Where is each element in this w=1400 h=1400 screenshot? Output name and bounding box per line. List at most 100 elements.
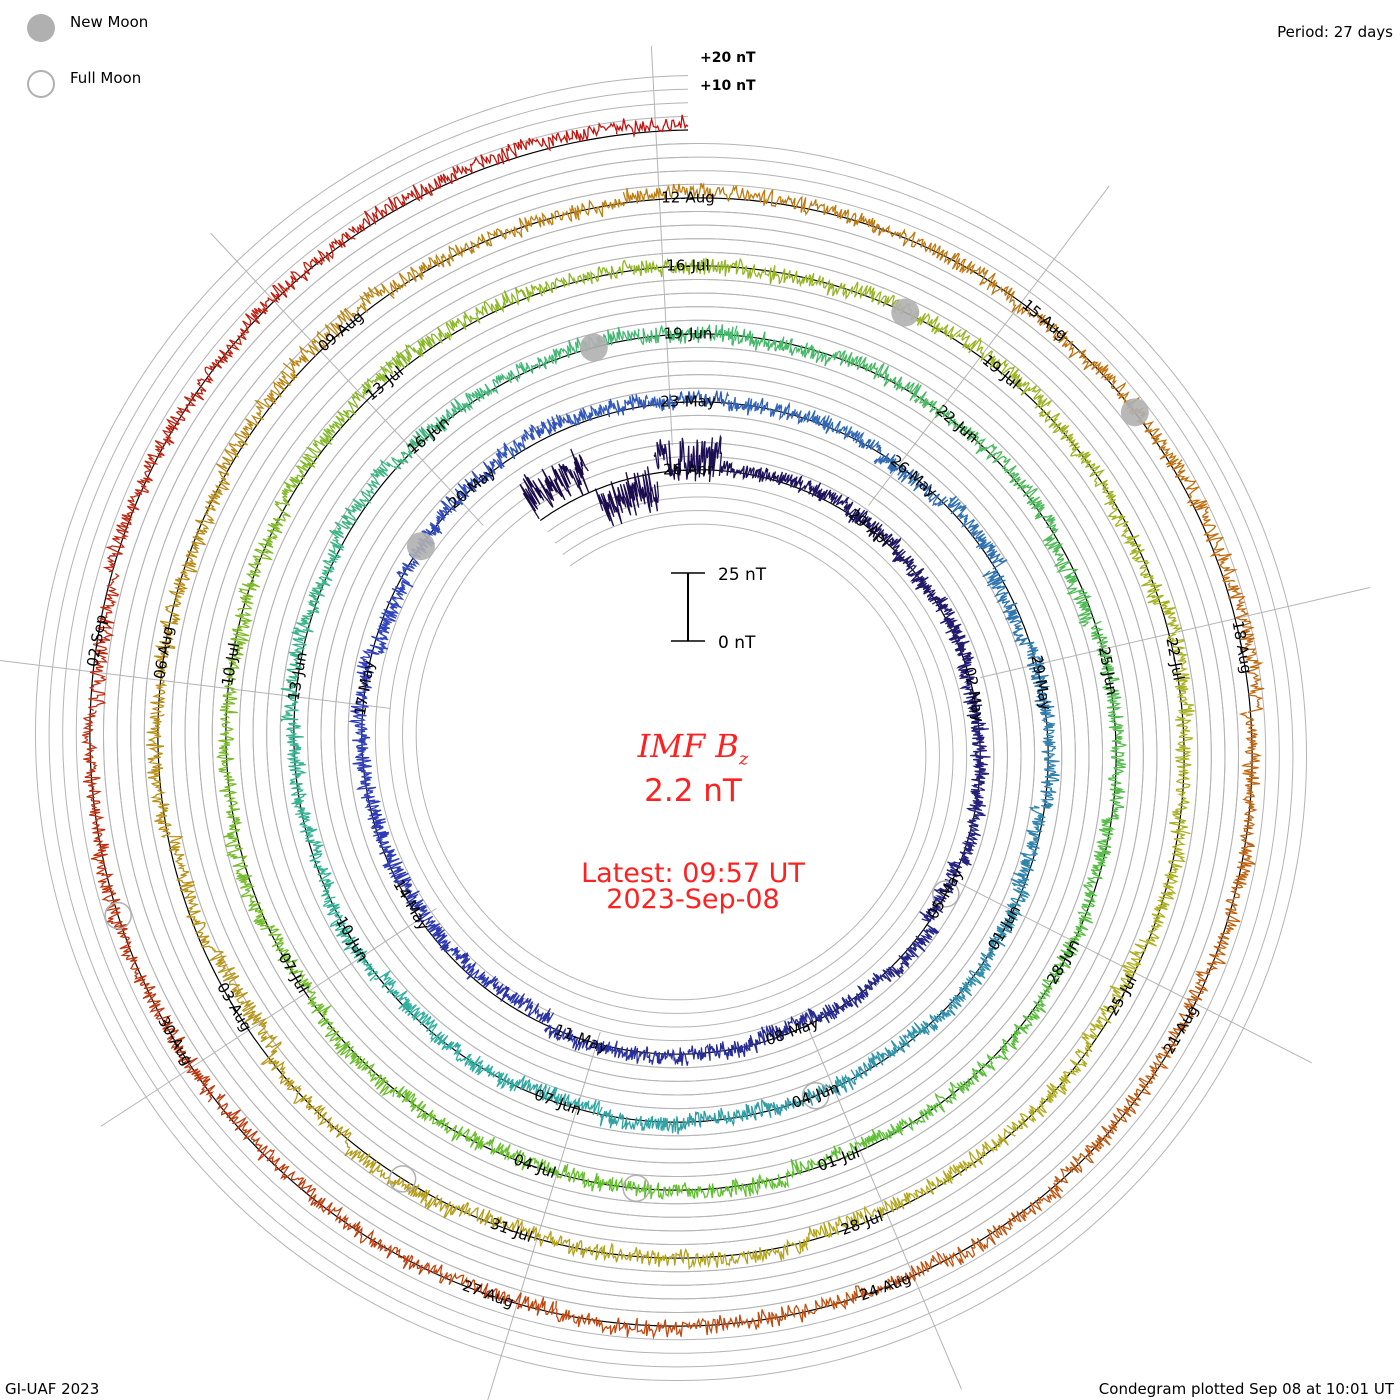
- bz-trace-segment: [751, 189, 879, 234]
- bz-trace-segment: [242, 231, 356, 330]
- new-moon-marker: [1120, 398, 1149, 427]
- full-moon-marker: [932, 880, 960, 908]
- bz-trace-segment: [1006, 1041, 1093, 1132]
- bz-trace-segment: [989, 279, 1095, 371]
- bz-trace-segment: [87, 572, 120, 711]
- bz-trace-segment: [881, 1078, 973, 1142]
- date-label: 07-Jun: [532, 1086, 584, 1120]
- bz-trace-segment: [374, 970, 446, 1044]
- date-label: 19-Jun: [664, 325, 713, 343]
- bz-trace-segment: [922, 962, 991, 1033]
- bz-trace-segment: [1227, 582, 1265, 714]
- bz-trace-segment: [487, 1136, 586, 1185]
- date-label: 27-Aug: [460, 1276, 516, 1311]
- grid-spiral: [35, 75, 1307, 1381]
- bz-trace-segment: [1206, 842, 1256, 971]
- bz-trace-segment: [282, 283, 395, 374]
- latest-time: Latest: 09:57 UT: [581, 858, 805, 889]
- date-label: 02-Sep: [83, 613, 110, 668]
- bz-trace-segment: [1038, 409, 1117, 501]
- full-moon-marker: [104, 901, 132, 930]
- date-label: 24-Aug: [857, 1269, 913, 1304]
- bz-trace-segment: [285, 721, 308, 814]
- date-label: 28-Jul: [839, 1207, 886, 1239]
- grid-spoke: [0, 660, 391, 709]
- bz-trace-segment: [295, 812, 336, 901]
- bz-trace-segment: [958, 794, 987, 866]
- bz-trace-segment: [955, 329, 1052, 409]
- bz-trace-segment: [919, 861, 963, 923]
- bz-trace-segment: [1090, 620, 1124, 721]
- bz-trace-segment: [828, 350, 922, 401]
- center-title-sub: z: [738, 748, 749, 770]
- bz-trace-segment: [772, 1073, 857, 1117]
- bz-trace-segment: [1159, 601, 1195, 717]
- bz-trace-segment: [891, 545, 941, 603]
- bz-trace-segment: [742, 264, 854, 300]
- bz-trace-segment: [438, 453, 505, 516]
- bz-trace-segment: [223, 824, 270, 928]
- bz-trace-segment: [369, 579, 414, 654]
- bz-trace-segment: [622, 182, 753, 204]
- bz-trace-segment: [1010, 805, 1047, 889]
- center-title: IMF Bz: [0, 727, 1386, 769]
- date-label: 10-Jun: [332, 913, 372, 964]
- grid-spoke: [804, 1020, 962, 1390]
- outer-label-20nt: +20 nT: [700, 50, 756, 66]
- bz-trace-segment: [719, 460, 787, 486]
- bz-trace-segment: [687, 1098, 775, 1128]
- bz-trace-segment: [913, 1127, 1016, 1200]
- scale-bar-bottom-label: 0 nT: [718, 633, 756, 653]
- bz-trace-segment: [850, 1021, 930, 1081]
- date-label: 22-Jul: [1162, 636, 1187, 682]
- bz-trace-segment: [168, 835, 215, 950]
- bz-trace-segment: [1033, 914, 1094, 1008]
- new-moon-marker: [579, 333, 608, 362]
- new-moon-marker: [891, 298, 920, 327]
- bz-trace-segment: [567, 394, 649, 427]
- bz-trace-segment: [947, 495, 1008, 570]
- bz-trace-segment: [980, 887, 1031, 970]
- bz-trace-segment: [932, 596, 974, 663]
- bz-trace-segment: [519, 448, 590, 520]
- bz-trace-segment: [594, 466, 660, 527]
- moon-markers: [104, 298, 1149, 1202]
- bz-trace-segment: [784, 474, 850, 506]
- bz-trace-segment: [615, 114, 689, 138]
- date-label: 23-May: [660, 393, 716, 411]
- bz-trace-segment: [451, 1201, 571, 1247]
- date-label: 26-Apr: [663, 461, 714, 479]
- bz-trace-segment: [653, 434, 723, 483]
- bz-trace-segment: [474, 121, 617, 168]
- bz-trace-segment: [1104, 498, 1170, 605]
- bz-trace: [80, 114, 1265, 1340]
- plotted-label: Condegram plotted Sep 08 at 10:01 UT: [1098, 1380, 1394, 1398]
- current-value: 2.2 nT: [644, 773, 742, 809]
- bz-trace-segment: [1077, 818, 1116, 916]
- bz-trace-segment: [391, 398, 467, 471]
- date-label: 12-Aug: [661, 189, 714, 207]
- bz-trace-segment: [337, 340, 427, 421]
- bz-trace-segment: [274, 415, 345, 512]
- date-label: 22-Jun: [933, 401, 982, 446]
- bz-trace-segment: [821, 972, 884, 1024]
- bz-trace-segment: [913, 391, 998, 461]
- scale-bar: 25 nT 0 nT: [671, 565, 767, 653]
- bz-trace-segment: [647, 389, 730, 412]
- bz-trace-segment: [1107, 719, 1128, 820]
- bz-trace-segment: [215, 717, 243, 827]
- bz-trace-segment: [102, 439, 166, 573]
- date-label: 28-Jun: [1043, 936, 1083, 987]
- full-moon-marker: [622, 1174, 650, 1202]
- bz-trace-segment: [1026, 641, 1055, 725]
- bz-trace-segment: [173, 474, 231, 594]
- full-moon-marker: [801, 1081, 830, 1110]
- bz-trace-segment: [970, 727, 991, 797]
- date-label: 04-Jun: [789, 1078, 841, 1112]
- bz-trace-segment: [881, 924, 940, 983]
- credit-label: GI-UAF 2023: [5, 1380, 100, 1398]
- bz-trace-segment: [395, 1085, 488, 1151]
- bz-trace-segment: [317, 1015, 398, 1097]
- date-label: 10-Jul: [218, 641, 243, 687]
